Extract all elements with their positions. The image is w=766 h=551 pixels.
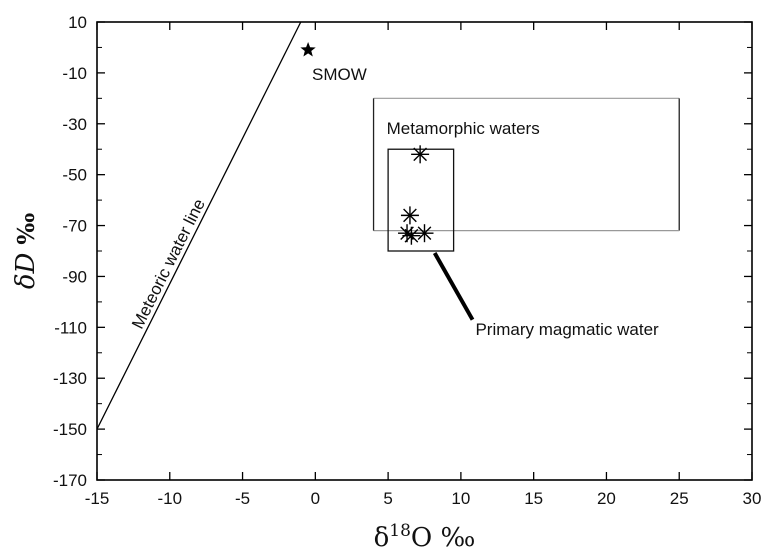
y-tick-label: -10 bbox=[62, 64, 87, 83]
x-tick-label: -10 bbox=[157, 489, 182, 508]
y-tick-label: -30 bbox=[62, 115, 87, 134]
meteoric-water-line-label: Meteoric water line bbox=[128, 196, 209, 332]
x-axis-title-delta: δ bbox=[374, 523, 390, 551]
sample-point bbox=[415, 224, 434, 243]
line-layer bbox=[96, 21, 302, 430]
metamorphic-waters-label: Metamorphic waters bbox=[387, 119, 540, 138]
x-tick-label: 15 bbox=[524, 489, 543, 508]
x-tick-label: 0 bbox=[311, 489, 320, 508]
x-tick-label: 30 bbox=[743, 489, 762, 508]
sample-point-stroke bbox=[413, 147, 427, 162]
y-axis-title-unit: ‰ bbox=[13, 213, 40, 253]
sample-point bbox=[411, 145, 430, 164]
meteoric-water-line bbox=[96, 21, 302, 430]
sample-point-stroke bbox=[417, 226, 432, 241]
y-tick-label: -50 bbox=[62, 166, 87, 185]
x-tick-label: 25 bbox=[670, 489, 689, 508]
marker-layer bbox=[300, 42, 434, 245]
sample-point bbox=[402, 226, 421, 245]
smow-label: SMOW bbox=[312, 65, 367, 84]
y-axis-title: δD ‰ bbox=[11, 213, 41, 290]
y-tick-label: -110 bbox=[54, 318, 87, 337]
y-tick-label: -90 bbox=[62, 267, 87, 286]
magmatic-leader-line bbox=[432, 252, 475, 321]
y-tick-label: 10 bbox=[68, 13, 87, 32]
x-axis-title: δ18O ‰ bbox=[374, 521, 476, 551]
x-axis-title-rest: O ‰ bbox=[411, 523, 475, 551]
x-tick-label: 5 bbox=[383, 489, 392, 508]
primary-magmatic-box bbox=[387, 148, 455, 252]
x-tick-label: 20 bbox=[597, 489, 616, 508]
sample-point-stroke bbox=[404, 228, 419, 243]
sample-point bbox=[400, 206, 419, 225]
y-tick-label: -170 bbox=[53, 471, 87, 490]
primary-magmatic-water-label: Primary magmatic water bbox=[475, 320, 659, 339]
sample-point-stroke bbox=[403, 208, 417, 223]
y-axis-title-main: δD bbox=[11, 253, 41, 290]
smow-star-marker bbox=[300, 42, 316, 57]
annotation-layer: Meteoric water line SMOW Metamorphic wat… bbox=[128, 65, 659, 339]
y-tick-label: -150 bbox=[53, 420, 87, 439]
x-tick-label: -15 bbox=[85, 489, 110, 508]
x-tick-label: 10 bbox=[451, 489, 470, 508]
tick-layer: -15 -10 -5 0 5 10 15 20 25 3010-10-30-50-70-90-11… bbox=[53, 13, 761, 508]
x-tick-label: -5 bbox=[235, 489, 250, 508]
y-tick-label: -130 bbox=[53, 369, 87, 388]
x-axis-title-superscript: 18 bbox=[389, 521, 411, 541]
y-tick-label: -70 bbox=[62, 217, 87, 236]
